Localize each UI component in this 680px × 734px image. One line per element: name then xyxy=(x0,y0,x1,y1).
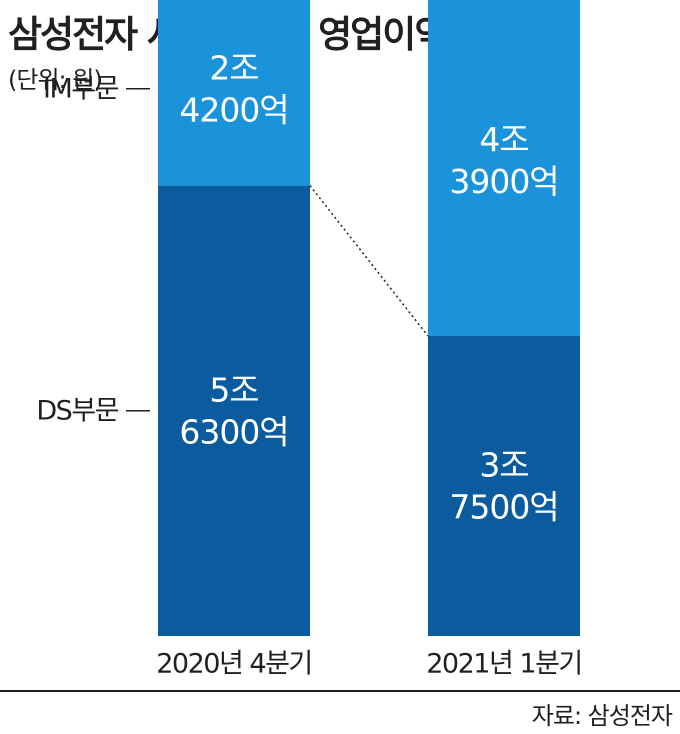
bar-ds-1 xyxy=(428,336,580,636)
legend-label-ds: DS부문 xyxy=(36,395,118,426)
data-label-im-0-1: 4200억 xyxy=(179,90,288,129)
data-label-im-1-1: 3900억 xyxy=(449,162,558,201)
data-label-ds-0-1: 6300억 xyxy=(179,412,288,451)
unit-label: (단위: 원) xyxy=(8,66,103,94)
data-label-im-0-0: 2조 xyxy=(209,48,258,87)
stacked-bar-chart: 5조6300억2조4200억8200억3조7500억4조3900억1조1200억… xyxy=(36,0,583,680)
bar-im-1 xyxy=(428,0,580,337)
legend-label-im: IM부문 xyxy=(43,73,119,104)
source-note: 자료: 삼성전자 xyxy=(531,702,673,730)
category-label-0: 2020년 4분기 xyxy=(156,649,312,680)
data-label-ds-0-0: 5조 xyxy=(209,370,258,409)
data-label-ds-1-1: 7500억 xyxy=(449,488,558,527)
bar-im-0 xyxy=(158,0,310,186)
connector-line-2 xyxy=(309,185,429,337)
bar-ds-0 xyxy=(158,185,310,636)
footer-divider xyxy=(0,690,680,692)
data-label-ds-1-0: 3조 xyxy=(479,446,528,485)
category-label-1: 2021년 1분기 xyxy=(426,649,582,680)
data-label-im-1-0: 4조 xyxy=(479,120,528,159)
